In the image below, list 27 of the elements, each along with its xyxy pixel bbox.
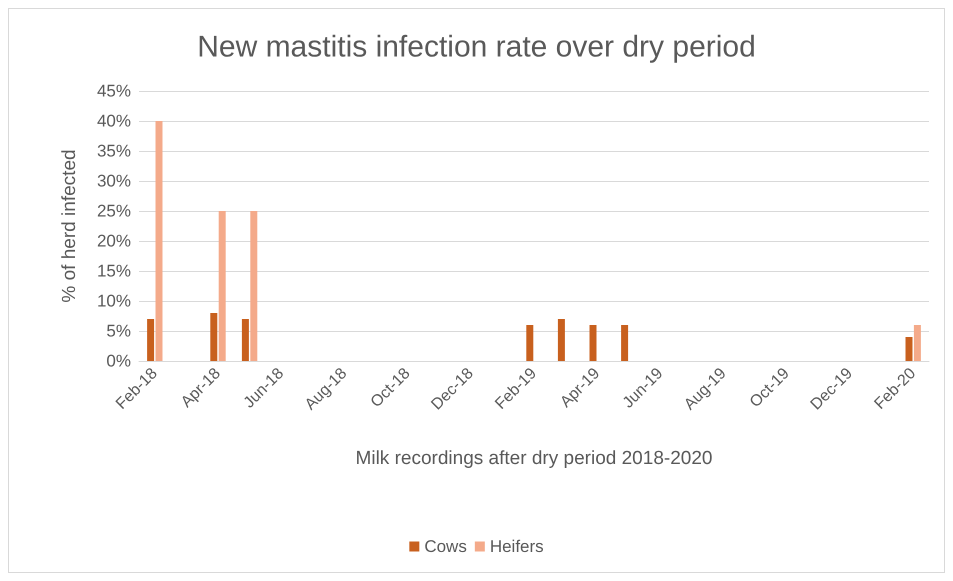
bar bbox=[906, 337, 912, 361]
y-tick-label: 40% bbox=[96, 112, 131, 130]
legend-label: Heifers bbox=[490, 537, 544, 556]
y-tick-label: 45% bbox=[96, 82, 131, 100]
bar bbox=[156, 121, 162, 361]
bar bbox=[147, 319, 154, 361]
y-tick-label: 10% bbox=[96, 292, 131, 310]
y-tick-label: 20% bbox=[96, 232, 131, 250]
chart-title: New mastitis infection rate over dry period bbox=[197, 30, 756, 64]
y-tick-label: 0% bbox=[106, 352, 131, 370]
y-tick-label: 35% bbox=[96, 142, 131, 160]
y-tick-label: 15% bbox=[96, 262, 131, 280]
legend-label: Cows bbox=[424, 537, 467, 556]
y-axis-title: % of herd infected bbox=[59, 149, 80, 303]
bar bbox=[914, 325, 921, 361]
bar bbox=[558, 319, 565, 361]
bar bbox=[526, 325, 534, 361]
bar bbox=[218, 211, 226, 361]
y-tick-label: 30% bbox=[96, 172, 131, 190]
bar bbox=[621, 325, 628, 361]
y-tick-label: 25% bbox=[96, 202, 131, 220]
bar bbox=[250, 211, 258, 361]
x-axis-title: Milk recordings after dry period 2018-2020 bbox=[356, 448, 712, 469]
bar bbox=[590, 325, 596, 361]
bar bbox=[242, 319, 249, 361]
bar bbox=[210, 313, 218, 361]
y-tick-label: 5% bbox=[106, 322, 131, 340]
